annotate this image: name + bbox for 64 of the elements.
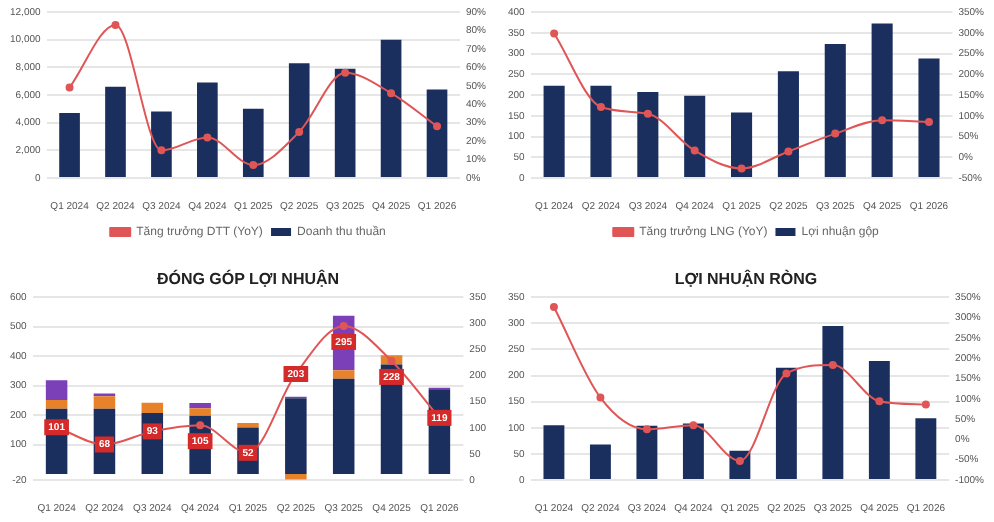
point xyxy=(387,89,396,98)
point xyxy=(828,361,837,370)
point xyxy=(782,369,791,378)
point xyxy=(341,68,350,77)
bar xyxy=(684,95,706,177)
bar xyxy=(543,85,565,177)
bar xyxy=(332,378,355,475)
point xyxy=(831,129,840,138)
point xyxy=(689,421,698,430)
bar xyxy=(59,112,80,177)
bar xyxy=(682,423,704,479)
bar xyxy=(636,425,658,479)
bar xyxy=(151,111,172,177)
bar xyxy=(824,43,846,177)
point xyxy=(249,161,258,170)
point xyxy=(549,302,558,311)
point xyxy=(111,20,120,29)
bar xyxy=(334,68,356,177)
bar xyxy=(426,89,448,177)
point xyxy=(295,127,304,136)
bar xyxy=(589,444,611,479)
bar xyxy=(777,71,799,177)
point xyxy=(875,397,884,406)
point xyxy=(690,146,699,155)
bar xyxy=(197,82,218,177)
point xyxy=(596,393,605,402)
bar xyxy=(332,370,355,379)
point xyxy=(737,164,746,173)
point xyxy=(203,133,212,142)
point xyxy=(924,117,933,126)
bar xyxy=(822,325,844,479)
point xyxy=(157,146,166,155)
chart-title: LỢI NHUẬN RÒNG xyxy=(674,268,818,289)
bar xyxy=(637,92,659,177)
bar xyxy=(285,398,307,475)
bar xyxy=(871,23,893,177)
bar xyxy=(915,418,937,479)
bar xyxy=(868,360,890,479)
bar xyxy=(590,85,612,177)
bar xyxy=(105,86,126,177)
bar xyxy=(543,425,565,479)
point xyxy=(921,400,930,409)
point xyxy=(878,116,887,125)
point xyxy=(596,103,605,112)
bar xyxy=(189,403,211,409)
bar xyxy=(380,39,402,177)
bar xyxy=(189,408,211,416)
bar xyxy=(288,63,310,177)
point xyxy=(65,83,74,92)
bar xyxy=(285,474,307,480)
bar xyxy=(141,402,164,414)
point xyxy=(784,147,793,156)
bar xyxy=(242,108,264,177)
bar xyxy=(93,396,116,409)
point xyxy=(433,122,442,131)
bar xyxy=(731,112,753,177)
bar xyxy=(918,58,940,177)
point xyxy=(643,109,652,118)
bar xyxy=(45,380,68,401)
point xyxy=(550,29,559,38)
bar xyxy=(775,367,797,479)
chart-title: ĐÓNG GÓP LỢI NHUẬN xyxy=(156,268,340,289)
point xyxy=(642,425,651,434)
bar xyxy=(45,400,68,409)
